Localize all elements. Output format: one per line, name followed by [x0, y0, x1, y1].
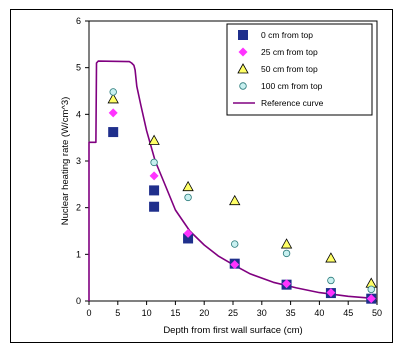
markers-layer [107, 88, 377, 304]
x-axis-title: Depth from first wall surface (cm) [163, 325, 302, 336]
legend-marker-diamond [238, 47, 248, 57]
data-point-triangle [107, 93, 119, 104]
x-tick-label: 0 [86, 308, 91, 318]
data-point-diamond [108, 108, 118, 118]
data-point-triangle [325, 252, 337, 263]
x-tick-label: 45 [343, 308, 353, 318]
data-point-diamond [282, 279, 292, 289]
x-tick-label: 10 [142, 308, 152, 318]
data-point-circle [184, 193, 192, 202]
legend-marker-triangle [237, 63, 249, 74]
data-point-diamond [326, 288, 336, 298]
x-tick-label: 30 [257, 308, 267, 318]
data-point-circle [367, 285, 375, 294]
data-point-triangle [148, 134, 160, 145]
legend: 0 cm from top 25 cm from top 50 cm from to… [226, 23, 373, 116]
data-point-square [149, 201, 160, 212]
data-point-diamond [149, 171, 159, 181]
y-axis-title: Nuclear heating rate (W/cm^3) [60, 97, 71, 226]
data-point-square [183, 233, 194, 244]
x-tick-label: 15 [170, 308, 180, 318]
legend-label: 25 cm from top [261, 47, 318, 57]
x-tick-label: 25 [228, 308, 238, 318]
data-point-circle [150, 158, 158, 167]
x-tick-label: 20 [199, 308, 209, 318]
legend-marker-circle [239, 82, 247, 90]
data-point-circle [109, 88, 117, 96]
x-tick-label: 50 [372, 308, 382, 318]
data-point-circle [231, 240, 239, 248]
legend-label: Reference curve [261, 98, 324, 108]
data-point-triangle [182, 180, 194, 192]
data-point-triangle [229, 194, 241, 206]
legend-label: 0 cm from top [261, 30, 313, 40]
figure-frame: 0 5 10 15 20 25 30 35 40 45 50 0 1 2 3 4 5 6 Depth from fi… [10, 9, 393, 343]
series-triangle-group [107, 93, 377, 288]
y-tick-label: 4 [76, 109, 81, 119]
x-tick-label: 5 [115, 308, 120, 318]
y-tick-label: 3 [76, 156, 81, 166]
legend-marker-square [238, 30, 248, 40]
x-tick-label: 35 [286, 308, 296, 318]
y-tick-label: 5 [76, 63, 81, 73]
series-diamond-group [108, 108, 376, 304]
y-tick-label: 1 [76, 249, 81, 259]
data-point-diamond [230, 260, 240, 270]
series-circle-group [109, 88, 375, 294]
data-point-diamond [183, 228, 193, 238]
data-point-circle [327, 276, 335, 285]
data-point-square [108, 127, 119, 138]
y-tick-label: 6 [76, 16, 81, 26]
legend-box [226, 23, 373, 116]
y-tick-label: 2 [76, 203, 81, 213]
x-tick-label: 40 [314, 308, 324, 318]
data-point-diamond [366, 294, 376, 304]
legend-label: 100 cm from top [261, 81, 323, 91]
y-tick-label: 0 [76, 296, 81, 306]
data-point-square [149, 185, 160, 196]
data-point-triangle [280, 238, 293, 249]
data-point-circle [282, 249, 291, 258]
legend-label: 50 cm from top [261, 64, 318, 74]
series-square-group [108, 127, 377, 304]
